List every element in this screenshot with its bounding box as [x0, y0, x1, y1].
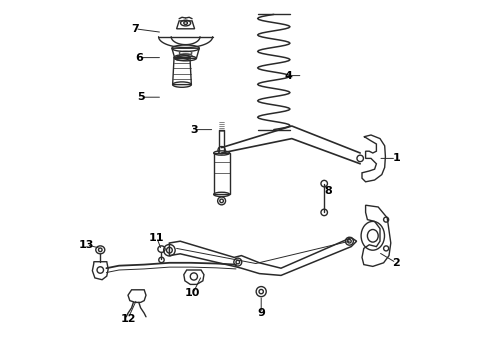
- Text: 6: 6: [135, 53, 143, 63]
- Text: 1: 1: [392, 153, 400, 163]
- Text: 4: 4: [284, 71, 292, 81]
- Text: 10: 10: [185, 288, 200, 298]
- Text: 13: 13: [79, 240, 94, 250]
- Text: 3: 3: [191, 125, 198, 135]
- Text: 9: 9: [257, 308, 265, 318]
- Text: 8: 8: [324, 186, 332, 196]
- Text: 11: 11: [149, 233, 165, 243]
- Text: 7: 7: [131, 24, 139, 34]
- Text: 5: 5: [137, 92, 145, 102]
- Text: 12: 12: [120, 314, 136, 324]
- Text: 2: 2: [392, 258, 400, 268]
